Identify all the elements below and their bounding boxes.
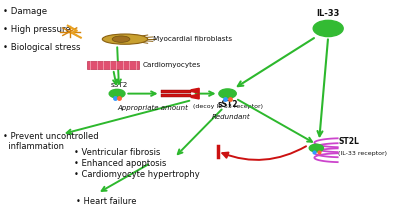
Text: • Enhanced apoptosis: • Enhanced apoptosis [74, 159, 166, 168]
Text: • Ventricular fibrosis: • Ventricular fibrosis [74, 148, 160, 157]
Text: • Cardiomyocyte hypertrophy: • Cardiomyocyte hypertrophy [74, 170, 200, 179]
Text: inflammation: inflammation [3, 142, 64, 151]
Circle shape [219, 89, 236, 98]
Text: IL-33: IL-33 [316, 9, 340, 18]
Text: sST2: sST2 [110, 82, 128, 88]
Text: Redundant: Redundant [212, 114, 250, 120]
Polygon shape [191, 88, 199, 93]
Circle shape [309, 144, 324, 152]
Circle shape [109, 89, 125, 98]
Ellipse shape [102, 34, 148, 44]
Text: Myocardial fibroblasts: Myocardial fibroblasts [153, 36, 232, 42]
FancyBboxPatch shape [161, 90, 191, 93]
Ellipse shape [112, 36, 130, 42]
Text: • Damage: • Damage [3, 7, 47, 16]
Text: • Heart failure: • Heart failure [76, 197, 136, 206]
Circle shape [313, 20, 343, 37]
Text: ST2L: ST2L [338, 137, 359, 146]
Text: • Prevent uncontrolled: • Prevent uncontrolled [3, 132, 98, 141]
FancyBboxPatch shape [161, 94, 191, 97]
Text: Cardiomyocytes: Cardiomyocytes [143, 62, 201, 68]
Text: Appropriate amount: Appropriate amount [117, 105, 188, 111]
Text: • High pressure: • High pressure [3, 25, 70, 34]
Text: sST2: sST2 [217, 100, 238, 109]
Polygon shape [191, 94, 199, 99]
Text: • Biological stress: • Biological stress [3, 43, 80, 52]
Text: (IL-33 receptor): (IL-33 receptor) [338, 151, 387, 156]
Text: (decoy IL-33 receptor): (decoy IL-33 receptor) [192, 104, 262, 109]
FancyBboxPatch shape [88, 61, 139, 69]
